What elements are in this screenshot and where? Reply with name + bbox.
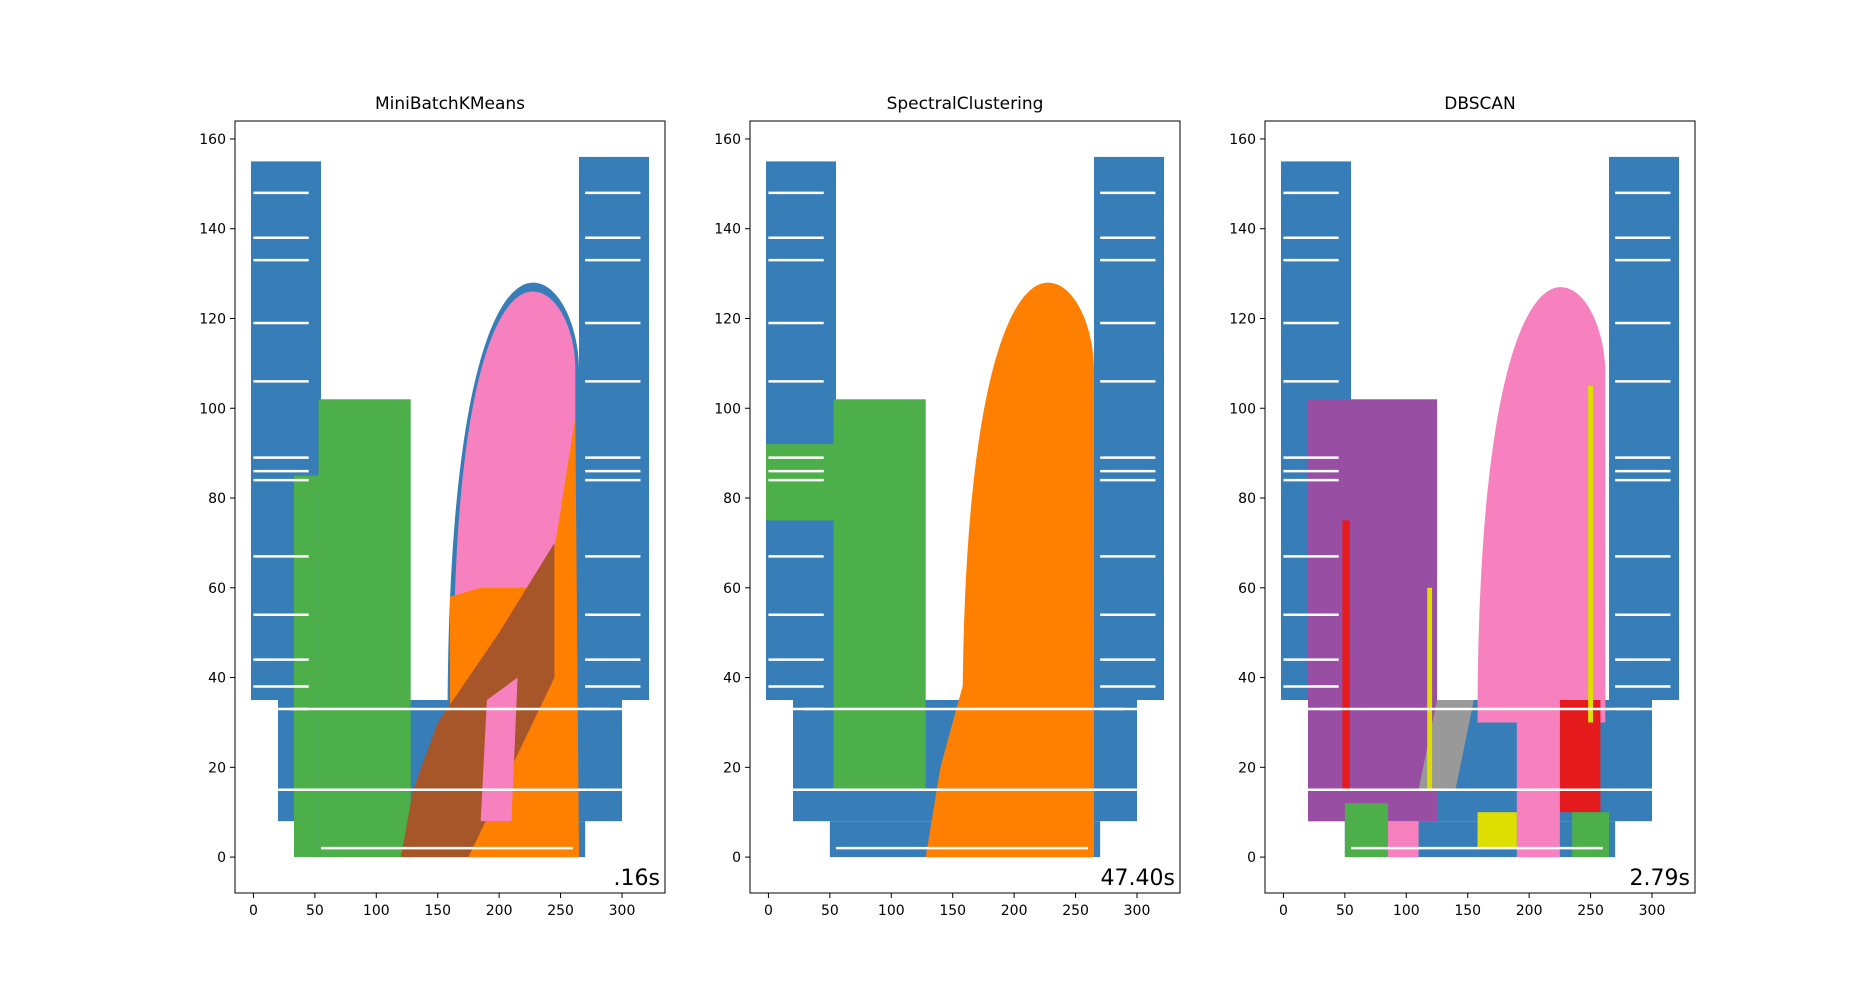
y-tick-label: 160 [199, 132, 226, 148]
cluster-region-purple [1308, 399, 1437, 822]
x-tick-label: 150 [424, 903, 451, 919]
cluster-region-green [318, 399, 411, 858]
y-tick-label: 40 [208, 671, 226, 687]
x-tick-label: 150 [1454, 903, 1481, 919]
cluster-region-green [833, 399, 926, 790]
y-tick-label: 20 [723, 760, 741, 776]
x-tick-label: 300 [1124, 903, 1151, 919]
y-tick-label: 140 [199, 222, 226, 238]
y-tick-label: 0 [732, 850, 741, 866]
y-tick-label: 80 [1238, 491, 1256, 507]
y-tick-label: 40 [723, 671, 741, 687]
x-tick-label: 250 [1062, 903, 1089, 919]
cluster-region-blue [1609, 156, 1680, 700]
axes-frame [1264, 120, 1696, 894]
x-tick-label: 150 [939, 903, 966, 919]
cluster-region-pink [1477, 287, 1606, 723]
cluster-region-orange [962, 282, 1094, 723]
y-tick-label: 100 [199, 401, 226, 417]
x-tick-label: 100 [878, 903, 905, 919]
x-tick-label: 50 [821, 903, 839, 919]
cluster-region-pink [1516, 700, 1560, 858]
time-label: 2.79s [1630, 866, 1690, 891]
cluster-region-yellow [1588, 385, 1594, 723]
x-tick-label: 50 [1336, 903, 1354, 919]
cluster-region-red [1559, 700, 1601, 813]
y-tick-label: 120 [714, 311, 741, 327]
y-tick-label: 60 [723, 581, 741, 597]
cluster-region-blue [765, 161, 836, 700]
x-tick-label: 250 [547, 903, 574, 919]
cluster-region-brown [400, 542, 555, 858]
y-tick-label: 20 [208, 760, 226, 776]
y-tick-label: 120 [199, 311, 226, 327]
time-label: .16s [614, 866, 660, 891]
y-tick-label: 160 [714, 132, 741, 148]
panel-title: MiniBatchKMeans [375, 94, 525, 114]
x-tick-label: 200 [1001, 903, 1028, 919]
y-tick-label: 140 [714, 222, 741, 238]
cluster-region-pink [480, 677, 518, 822]
x-tick-label: 0 [1279, 903, 1288, 919]
panel-title: DBSCAN [1444, 94, 1515, 114]
axes-frame [234, 120, 666, 894]
plot-area [765, 156, 1165, 858]
y-tick-label: 40 [1238, 671, 1256, 687]
panel-1: 0 50 100 150 200 250 300 0 20 40 60 80 100 120 140 160 S… [714, 94, 1181, 919]
y-tick-label: 160 [1229, 132, 1256, 148]
axes-frame [749, 120, 1181, 894]
y-tick-label: 20 [1238, 760, 1256, 776]
panel-title: SpectralClustering [887, 94, 1044, 114]
cluster-region-yellow [1427, 587, 1433, 790]
y-tick-label: 140 [1229, 222, 1256, 238]
x-tick-label: 50 [306, 903, 324, 919]
y-tick-label: 80 [208, 491, 226, 507]
y-tick-label: 100 [714, 401, 741, 417]
plot-area [1280, 156, 1680, 858]
cluster-region-pink [1387, 821, 1419, 858]
x-tick-label: 300 [609, 903, 636, 919]
x-tick-label: 200 [486, 903, 513, 919]
cluster-region-green [293, 475, 319, 858]
y-tick-label: 60 [1238, 581, 1256, 597]
y-tick-label: 0 [1247, 850, 1256, 866]
time-label: 47.40s [1101, 866, 1175, 891]
y-tick-label: 120 [1229, 311, 1256, 327]
cluster-region-orange [925, 677, 1094, 858]
x-tick-label: 100 [1393, 903, 1420, 919]
y-tick-label: 100 [1229, 401, 1256, 417]
y-tick-label: 80 [723, 491, 741, 507]
panel-2: 0 50 100 150 200 250 300 0 20 40 60 80 100 120 140 160 D… [1229, 94, 1696, 919]
plot-area [250, 156, 650, 858]
y-tick-label: 0 [217, 850, 226, 866]
x-tick-label: 200 [1516, 903, 1543, 919]
x-tick-label: 300 [1639, 903, 1666, 919]
x-tick-label: 0 [764, 903, 773, 919]
x-tick-label: 100 [363, 903, 390, 919]
cluster-region-blue [1094, 156, 1165, 700]
cluster-region-gray [1418, 700, 1474, 790]
x-tick-label: 0 [249, 903, 258, 919]
cluster-region-red [1342, 520, 1350, 790]
cluster-region-yellow [1477, 812, 1517, 849]
cluster-region-blue [579, 156, 650, 700]
cluster-region-green [765, 444, 834, 521]
y-tick-label: 60 [208, 581, 226, 597]
panel-0: 0 50 100 150 200 250 300 0 20 40 60 80 100 120 140 160 M… [199, 94, 666, 919]
cluster-region-green [1572, 812, 1609, 858]
x-tick-label: 250 [1577, 903, 1604, 919]
